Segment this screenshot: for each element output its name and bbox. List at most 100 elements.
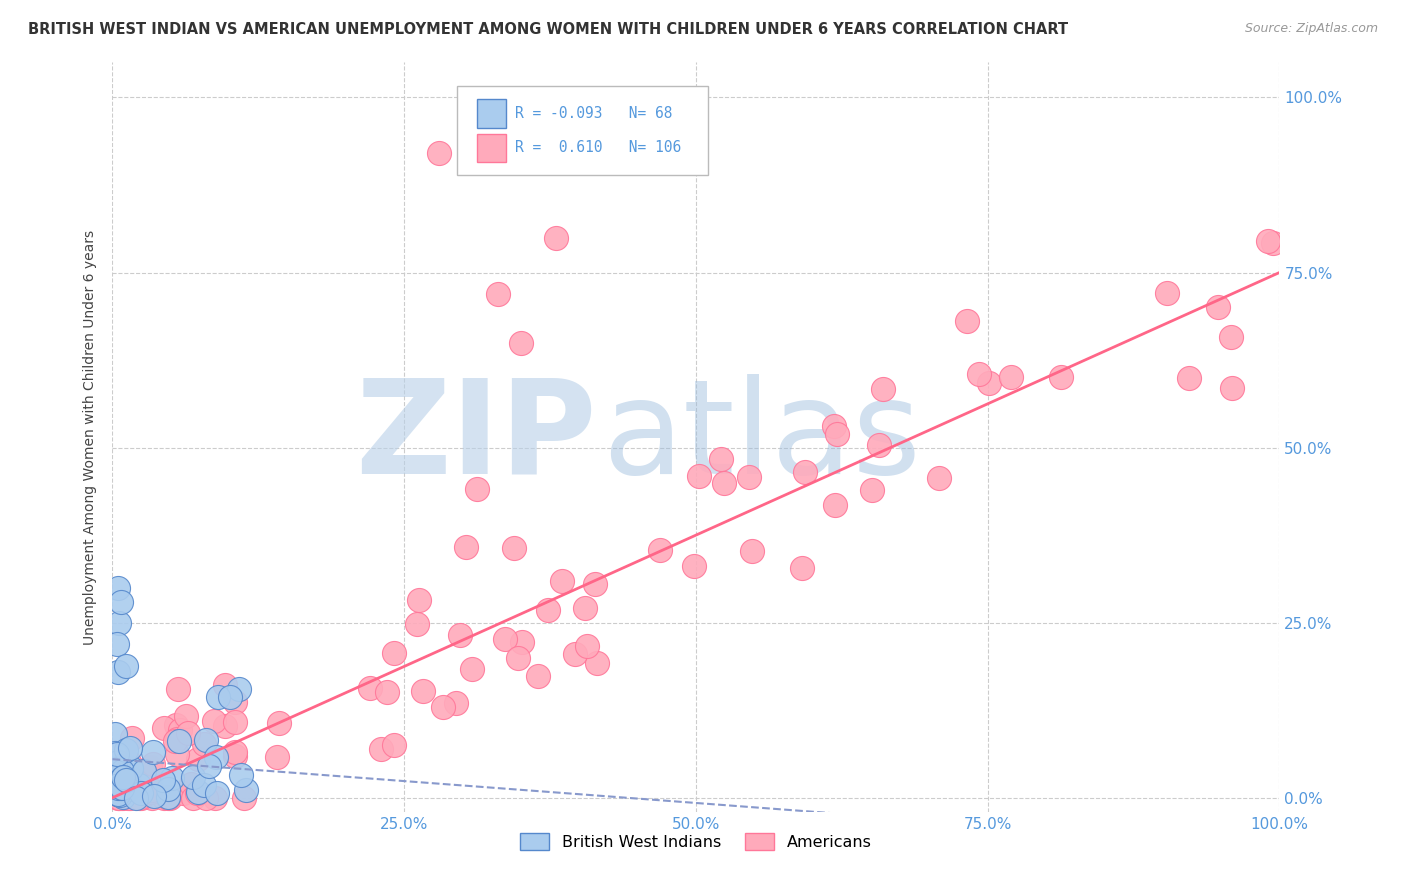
Point [180, 776, 202, 790]
Point [427, 146, 450, 161]
Text: BRITISH WEST INDIAN VS AMERICAN UNEMPLOYMENT AMONG WOMEN WITH CHILDREN UNDER 6 Y: BRITISH WEST INDIAN VS AMERICAN UNEMPLOY… [28, 22, 1069, 37]
Point [107, 787, 129, 801]
Point [112, 790, 135, 805]
Point [118, 755, 141, 769]
Text: R =  0.610   N= 106: R = 0.610 N= 106 [515, 140, 682, 155]
Point [1257, 234, 1279, 248]
Text: atlas: atlas [603, 374, 921, 500]
Point [152, 790, 174, 805]
Point [167, 734, 190, 748]
Point [110, 773, 132, 788]
Point [544, 230, 567, 244]
Point [110, 594, 132, 608]
Point [204, 790, 226, 805]
Point [118, 769, 141, 783]
Point [872, 382, 894, 396]
Point [110, 780, 132, 795]
Point [928, 471, 950, 485]
Point [228, 681, 250, 696]
Point [163, 733, 186, 747]
Point [955, 314, 977, 328]
Point [205, 786, 228, 800]
Point [107, 787, 129, 801]
Point [107, 581, 129, 595]
Point [107, 770, 129, 784]
Point [174, 709, 197, 723]
Point [115, 781, 138, 796]
Point [412, 684, 434, 698]
Point [118, 790, 141, 805]
Point [111, 764, 134, 778]
Point [108, 771, 131, 785]
Point [224, 715, 246, 730]
Point [738, 470, 761, 484]
Point [111, 770, 134, 784]
Point [104, 784, 127, 798]
FancyBboxPatch shape [457, 87, 707, 175]
Point [120, 779, 142, 793]
Point [107, 760, 129, 774]
Point [157, 782, 180, 797]
Text: Source: ZipAtlas.com: Source: ZipAtlas.com [1244, 22, 1378, 36]
Point [104, 762, 127, 776]
Point [110, 781, 132, 796]
Point [114, 772, 136, 787]
Point [195, 733, 218, 747]
Point [160, 771, 183, 785]
Point [860, 483, 883, 498]
Point [231, 768, 253, 782]
Point [186, 785, 208, 799]
Point [207, 690, 229, 704]
Point [105, 787, 128, 801]
Point [235, 783, 257, 797]
Point [107, 774, 129, 789]
Point [506, 650, 529, 665]
Point [141, 785, 163, 799]
Point [586, 656, 609, 670]
Point [111, 771, 134, 785]
Point [104, 779, 127, 793]
Point [967, 368, 990, 382]
Point [120, 780, 142, 794]
Point [128, 778, 150, 792]
Point [132, 764, 155, 779]
Point [551, 574, 574, 589]
Point [214, 719, 236, 733]
Point [142, 745, 165, 759]
Point [111, 771, 134, 785]
Point [359, 681, 381, 695]
Point [494, 632, 516, 646]
Point [108, 787, 131, 801]
Point [107, 785, 129, 799]
Point [107, 790, 129, 805]
Point [129, 786, 152, 800]
Point [107, 781, 129, 796]
Point [110, 781, 132, 796]
Point [129, 782, 152, 797]
Point [120, 741, 142, 756]
Point [121, 731, 143, 746]
Point [152, 721, 174, 735]
Point [202, 714, 225, 729]
Point [159, 790, 181, 805]
Point [510, 635, 533, 649]
Point [169, 723, 191, 738]
Point [370, 742, 392, 756]
Point [108, 790, 131, 805]
Point [583, 577, 606, 591]
Point [823, 419, 845, 434]
Point [454, 541, 477, 555]
Point [1219, 330, 1241, 344]
Point [141, 782, 163, 797]
Point [107, 769, 129, 783]
Point [384, 738, 406, 752]
Point [128, 772, 150, 787]
Point [129, 790, 152, 805]
Point [710, 452, 733, 467]
Point [198, 758, 221, 772]
FancyBboxPatch shape [477, 99, 506, 128]
Point [266, 750, 288, 764]
Point [224, 745, 246, 759]
Point [267, 716, 290, 731]
Point [741, 543, 763, 558]
